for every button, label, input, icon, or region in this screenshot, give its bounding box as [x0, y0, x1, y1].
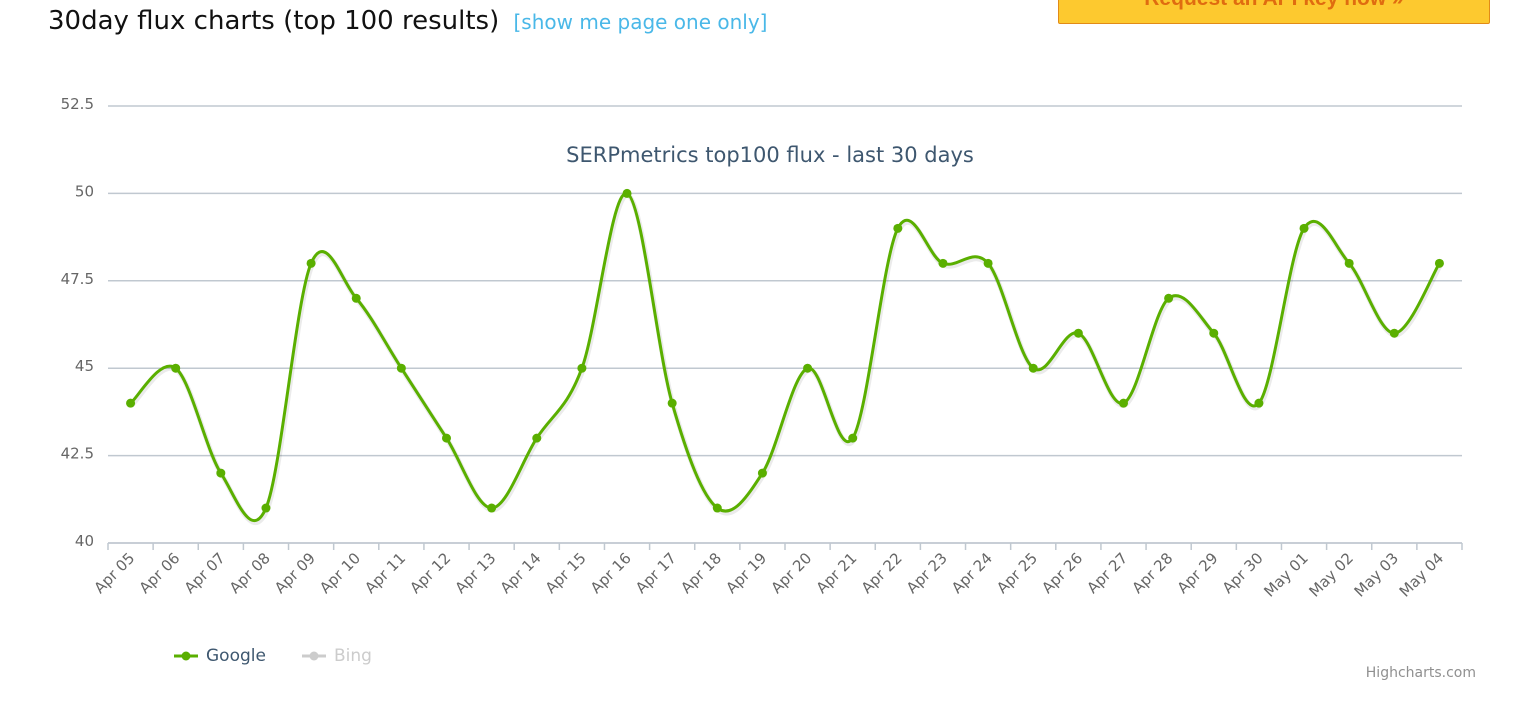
google-data-point[interactable] [442, 433, 451, 443]
x-tick-label: Apr 30 [1219, 549, 1267, 597]
google-data-point[interactable] [938, 258, 948, 268]
x-tick-label: Apr 11 [361, 549, 409, 597]
google-data-point[interactable] [1299, 223, 1309, 233]
google-data-point[interactable] [351, 293, 361, 303]
y-tick-label: 47.5 [61, 270, 94, 288]
legend: Google Bing [174, 646, 372, 666]
x-tick-label: Apr 12 [406, 549, 454, 597]
google-series-shadow [129, 192, 1443, 526]
google-data-point[interactable] [396, 363, 406, 373]
y-tick-label: 50 [75, 182, 94, 200]
series-layer [126, 188, 1444, 526]
x-tick-label: Apr 08 [226, 549, 274, 597]
legend-item-bing[interactable]: Bing [302, 646, 372, 666]
x-axis [107, 542, 1463, 550]
x-tick-label: Apr 07 [181, 549, 229, 597]
google-data-point[interactable] [1164, 293, 1174, 303]
x-tick-label: Apr 09 [271, 549, 319, 597]
google-data-point[interactable] [261, 503, 271, 513]
google-data-point[interactable] [983, 258, 993, 268]
google-data-point[interactable] [1254, 398, 1264, 408]
x-tick-label: Apr 18 [677, 549, 725, 597]
google-data-point[interactable] [216, 468, 226, 478]
google-data-point[interactable] [893, 223, 903, 233]
x-tick-label: Apr 05 [90, 549, 138, 597]
x-tick-label: May 04 [1396, 549, 1448, 601]
x-tick-label: May 03 [1351, 549, 1403, 601]
grid-layer [108, 105, 1462, 544]
x-tick-label: Apr 24 [948, 549, 996, 597]
x-tick-label: Apr 29 [1174, 549, 1222, 597]
google-data-point[interactable] [487, 503, 497, 513]
legend-label-google: Google [206, 646, 266, 666]
google-data-point[interactable] [757, 468, 767, 478]
legend-label-bing: Bing [334, 646, 372, 666]
y-tick-label: 45 [75, 357, 94, 375]
x-tick-label: Apr 10 [316, 549, 364, 597]
y-tick-label: 40 [75, 532, 94, 550]
x-tick-label: Apr 20 [767, 549, 815, 597]
x-tick-label: Apr 27 [1083, 549, 1131, 597]
x-tick-label: May 02 [1305, 549, 1357, 601]
google-data-point[interactable] [532, 433, 542, 443]
x-tick-label: Apr 26 [1038, 549, 1086, 597]
chart-title: SERPmetrics top100 flux - last 30 days [566, 143, 974, 167]
google-data-point[interactable] [1344, 258, 1354, 268]
google-data-point[interactable] [848, 433, 858, 443]
google-data-point[interactable] [667, 398, 677, 408]
google-data-point[interactable] [1119, 398, 1128, 408]
google-data-point[interactable] [1028, 363, 1038, 373]
x-tick-label: Apr 19 [722, 549, 770, 597]
show-page-one-link[interactable]: [show me page one only] [513, 10, 768, 34]
x-tick-label: Apr 13 [452, 549, 500, 597]
y-axis-labels: 40 42.5 45 47.5 50 52.5 [61, 95, 94, 550]
request-api-key-button[interactable]: Request an API key now » [1058, 0, 1490, 24]
x-tick-label: Apr 22 [858, 549, 906, 597]
legend-marker-bing [309, 651, 319, 661]
google-data-point[interactable] [803, 363, 813, 373]
google-data-point[interactable] [622, 188, 632, 198]
x-tick-label: Apr 17 [632, 549, 680, 597]
google-data-point[interactable] [1434, 258, 1444, 268]
y-tick-label: 42.5 [61, 445, 94, 463]
google-data-point[interactable] [171, 363, 181, 373]
x-tick-label: Apr 21 [813, 549, 861, 597]
google-data-point[interactable] [712, 503, 722, 513]
y-tick-label: 52.5 [61, 95, 94, 113]
x-tick-label: Apr 16 [587, 549, 635, 597]
x-tick-label: Apr 06 [136, 549, 184, 597]
x-tick-label: Apr 23 [903, 549, 951, 597]
x-tick-label: Apr 15 [542, 549, 590, 597]
page-heading: 30day flux charts (top 100 results) [sho… [48, 6, 767, 36]
google-data-point[interactable] [1073, 328, 1083, 338]
x-tick-label: Apr 14 [497, 549, 545, 597]
google-series-line [129, 191, 1441, 523]
google-data-point[interactable] [126, 398, 136, 408]
credits-link[interactable]: Highcharts.com [1366, 665, 1476, 681]
legend-marker-google [181, 651, 191, 661]
x-tick-label: May 01 [1260, 549, 1312, 601]
google-data-point[interactable] [306, 258, 316, 268]
google-data-point[interactable] [1389, 328, 1399, 338]
legend-item-google[interactable]: Google [174, 646, 266, 666]
x-tick-label: Apr 25 [993, 549, 1041, 597]
page-title: 30day flux charts (top 100 results) [48, 6, 500, 36]
x-tick-label: Apr 28 [1129, 549, 1177, 597]
google-data-point[interactable] [577, 363, 587, 373]
google-data-point[interactable] [1209, 328, 1219, 338]
